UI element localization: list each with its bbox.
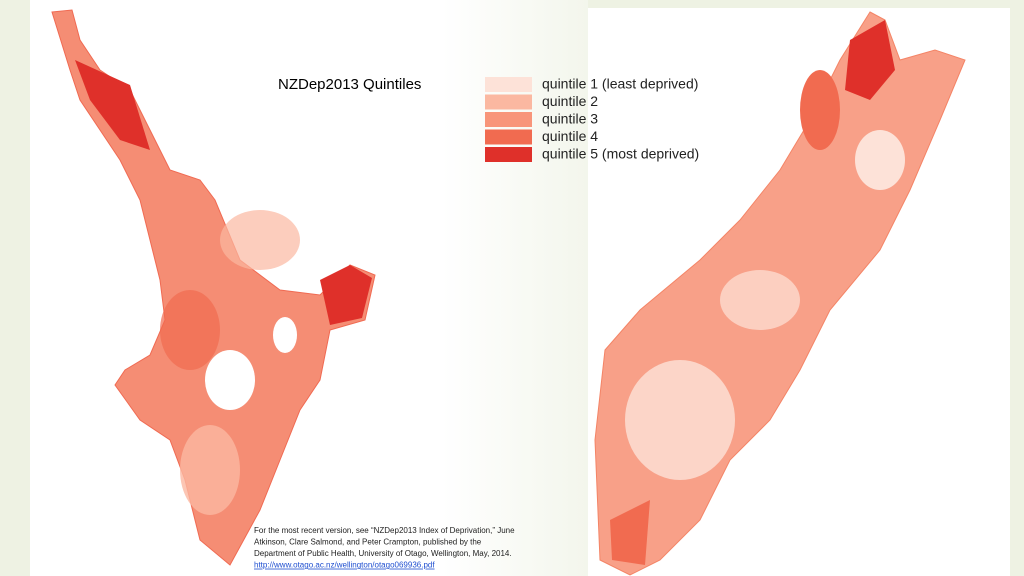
region (75, 60, 150, 150)
legend-label: quintile 4 (542, 128, 598, 144)
citation-line: Department of Public Health, University … (254, 549, 512, 558)
legend-swatch (485, 112, 532, 127)
north-island-map (51, 9, 376, 566)
region (610, 500, 650, 565)
region (180, 425, 240, 515)
legend-label: quintile 3 (542, 111, 598, 127)
region (855, 130, 905, 190)
legend-label: quintile 1 (least deprived) (542, 76, 698, 92)
legend: quintile 1 (least deprived)quintile 2 qui… (485, 76, 699, 162)
region (220, 210, 300, 270)
legend-title: NZDep2013 Quintiles (278, 76, 421, 93)
lake (205, 350, 255, 410)
citation-link[interactable]: http://www.otago.ac.nz/wellington/otago0… (254, 561, 435, 570)
citation-line: For the most recent version, see “NZDep2… (254, 526, 515, 535)
citation-line: Atkinson, Clare Salmond, and Peter Cramp… (254, 538, 482, 547)
lake (273, 317, 297, 353)
region (800, 70, 840, 150)
legend-label: quintile 5 (most deprived) (542, 146, 699, 162)
region (160, 290, 220, 370)
north-island (51, 9, 376, 566)
legend-swatch (485, 94, 532, 110)
citation: For the most recent version, see “NZDep2… (254, 526, 515, 570)
legend-swatch (485, 129, 532, 145)
legend-swatch (485, 147, 532, 162)
south-island-map (594, 11, 966, 576)
region (625, 360, 735, 480)
region (720, 270, 800, 330)
legend-swatch (485, 77, 532, 92)
legend-label: quintile 2 (542, 93, 598, 109)
region (320, 265, 372, 325)
region (845, 20, 895, 100)
